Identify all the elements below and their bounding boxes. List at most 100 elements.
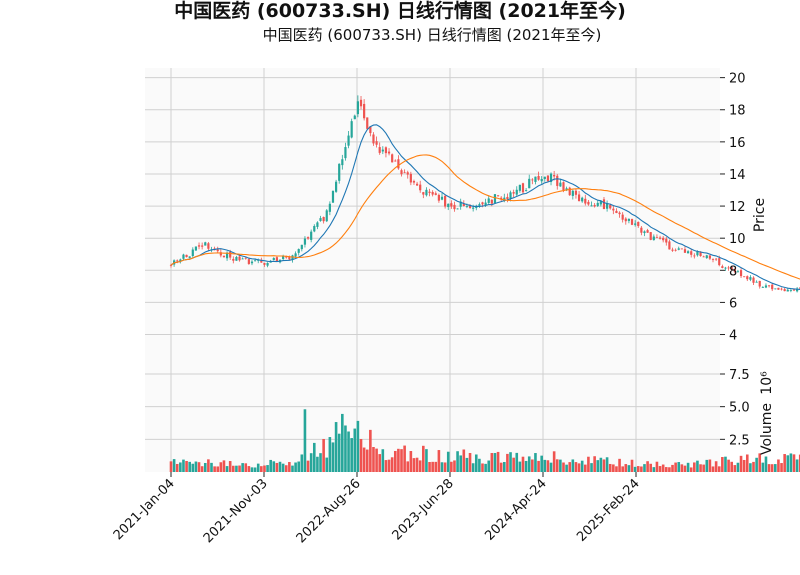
candle-body	[347, 135, 350, 146]
candle-body	[671, 249, 674, 251]
candle-body	[291, 255, 294, 260]
volume-bar	[369, 429, 372, 472]
candle-body	[774, 288, 777, 290]
candle-body	[194, 246, 198, 251]
price-tick-label: 18	[729, 104, 746, 119]
volume-bar	[739, 455, 743, 472]
price-tick-label: 20	[729, 72, 746, 87]
volume-bar	[169, 461, 173, 472]
volume-bar	[531, 459, 534, 472]
candle-body	[624, 218, 627, 222]
candle-body	[702, 256, 705, 258]
candle-body	[690, 251, 693, 255]
price-tick-label: 8	[729, 264, 737, 279]
candle-body	[179, 259, 182, 262]
volume-bar	[213, 466, 216, 472]
candle-body	[400, 170, 403, 175]
candle-body	[630, 219, 634, 225]
volume-bar	[172, 459, 176, 472]
candle-body	[649, 232, 652, 240]
volume-bar	[640, 466, 643, 472]
volume-bar	[182, 459, 185, 472]
grid-lines	[145, 68, 720, 472]
volume-bar	[764, 456, 768, 472]
volume-bar	[272, 461, 276, 472]
volume-bar	[337, 433, 341, 472]
volume-bar	[777, 459, 780, 472]
volume-bar	[661, 464, 665, 472]
volume-bar	[652, 467, 656, 472]
volume-bar	[228, 461, 232, 472]
volume-bar	[499, 462, 503, 472]
candle-body	[422, 192, 425, 195]
volume-bar	[761, 462, 765, 472]
volume-bar	[390, 457, 394, 472]
candle-body	[655, 237, 659, 238]
candle-body	[303, 238, 307, 245]
volume-bar	[689, 467, 693, 472]
candle-body	[282, 256, 285, 259]
volume-bar	[664, 467, 668, 472]
candle-body	[453, 204, 456, 210]
volume-bar	[260, 466, 263, 472]
volume-bar	[465, 457, 469, 472]
candle-body	[730, 267, 733, 270]
price-tick-label: 16	[729, 136, 746, 151]
candle-body	[387, 151, 391, 154]
volume-bar	[496, 451, 500, 472]
volume-bar	[721, 457, 724, 472]
volume-bar	[278, 461, 282, 472]
candle-body	[481, 202, 484, 205]
price-tick-label: 12	[729, 200, 746, 215]
candle-body	[593, 204, 596, 207]
x-tick-label: 2022-Aug-26	[294, 476, 364, 546]
volume-bar	[294, 462, 297, 472]
volume-bar	[668, 467, 671, 472]
volume-bar	[397, 448, 400, 472]
volume-bar	[534, 453, 537, 472]
volume-bar	[521, 456, 525, 472]
candle-body	[652, 236, 655, 241]
volume-bar	[322, 438, 325, 472]
volume-bar	[509, 452, 512, 472]
volume-bar	[434, 461, 438, 472]
candle-body	[359, 99, 363, 107]
candle-body	[574, 190, 578, 195]
volume-bar	[490, 453, 494, 472]
candle-body	[322, 217, 325, 222]
volume-bar	[596, 460, 600, 472]
volume-bar	[232, 465, 235, 472]
candle-body	[609, 204, 612, 209]
candle-body	[197, 245, 201, 247]
volume-bar	[266, 465, 269, 472]
volume-bar	[627, 465, 631, 472]
volume-bar	[537, 460, 540, 472]
candle-body	[222, 255, 226, 258]
volume-bar	[375, 448, 378, 472]
candle-body	[634, 223, 637, 225]
candle-body	[755, 281, 758, 283]
volume-bar	[605, 457, 609, 472]
candle-body	[232, 258, 235, 261]
volume-bar	[758, 453, 762, 472]
volume-bar	[487, 460, 491, 472]
candle-body	[546, 175, 550, 182]
candle-body	[344, 147, 347, 159]
volume-bar	[705, 459, 709, 472]
volume-bar	[347, 431, 350, 472]
candle-body	[590, 205, 593, 207]
volume-bar	[406, 461, 410, 472]
candle-body	[796, 288, 799, 292]
candle-body	[721, 266, 724, 268]
volume-bar	[674, 462, 677, 472]
candle-body	[559, 182, 562, 187]
candle-body	[275, 257, 279, 262]
candle-body	[415, 183, 419, 186]
volume-bar	[456, 451, 459, 472]
volume-bar	[400, 449, 403, 472]
candle-body	[419, 184, 422, 191]
volume-bar	[269, 459, 272, 472]
candle-body	[325, 210, 328, 222]
volume-bar	[238, 465, 241, 472]
